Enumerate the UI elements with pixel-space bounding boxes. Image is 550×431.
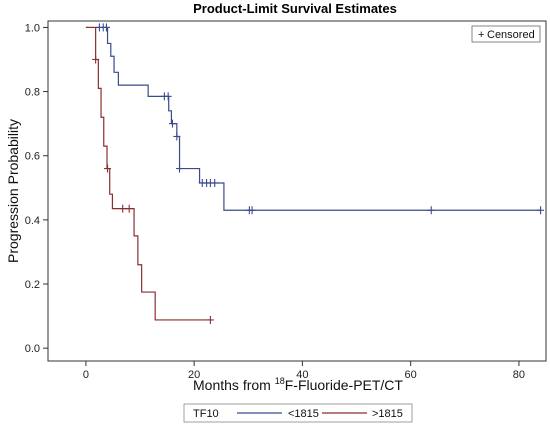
series-layer [85, 23, 545, 324]
series-legend-box [183, 403, 413, 423]
x-tick-label: 20 [188, 369, 200, 381]
y-tick-label: 1.0 [25, 22, 40, 34]
censor-mark-gt1815 [125, 204, 133, 213]
series-legend: TF10 <1815 >1815 [183, 403, 413, 423]
plot-frame [47, 20, 547, 362]
y-axis-label: Progression Probability [5, 119, 21, 263]
y-tick-label: 0.4 [25, 215, 40, 227]
legend-title: TF10 [193, 408, 219, 420]
km-curve-gt1815 [85, 26, 211, 321]
x-axis: 0 20 40 60 80 [83, 361, 525, 381]
y-axis: 0.0 0.2 0.4 0.6 0.8 1.0 [25, 22, 48, 355]
y-tick-label: 0.2 [25, 279, 40, 291]
y-tick-label: 0.8 [25, 87, 40, 99]
censor-mark-gt1815 [119, 204, 127, 213]
censor-legend-box [471, 25, 541, 43]
censor-mark-gt1815 [206, 315, 214, 324]
x-tick-label: 80 [513, 369, 525, 381]
x-axis-label-prefix: Months from [193, 377, 275, 393]
x-axis-label-superscript: 18 [275, 376, 285, 386]
censor-mark-lt1815 [427, 206, 435, 215]
censor-mark-lt1815 [102, 23, 110, 32]
y-tick-label: 0.0 [25, 343, 40, 355]
x-tick-label: 40 [296, 369, 308, 381]
censor-mark-lt1815 [169, 119, 176, 128]
legend-label-lt1815: <1815 [288, 408, 319, 420]
legend-label-gt1815: >1815 [372, 408, 403, 420]
censor-mark-lt1815 [176, 164, 184, 173]
x-tick-label: 60 [405, 369, 417, 381]
censor-legend-label: Censored [487, 29, 535, 41]
censor-legend-symbol: + [478, 29, 484, 41]
censor-mark-lt1815 [248, 206, 256, 215]
x-tick-label: 0 [83, 369, 89, 381]
y-tick-label: 0.6 [25, 151, 40, 163]
chart-title: Product-Limit Survival Estimates [193, 1, 397, 16]
censor-mark-lt1815 [164, 92, 172, 101]
x-axis-label-suffix: F-Fluoride-PET/CT [285, 377, 404, 393]
censor-mark-lt1815 [173, 132, 181, 141]
x-axis-label: Months from 18F-Fluoride-PET/CT [193, 376, 403, 393]
censor-mark-lt1815 [211, 178, 219, 187]
km-curve-lt1815 [85, 26, 541, 211]
censor-mark-lt1815 [537, 206, 545, 215]
censor-mark-gt1815 [104, 164, 112, 173]
censor-mark-gt1815 [92, 55, 100, 64]
censor-legend: + Censored [471, 25, 541, 43]
